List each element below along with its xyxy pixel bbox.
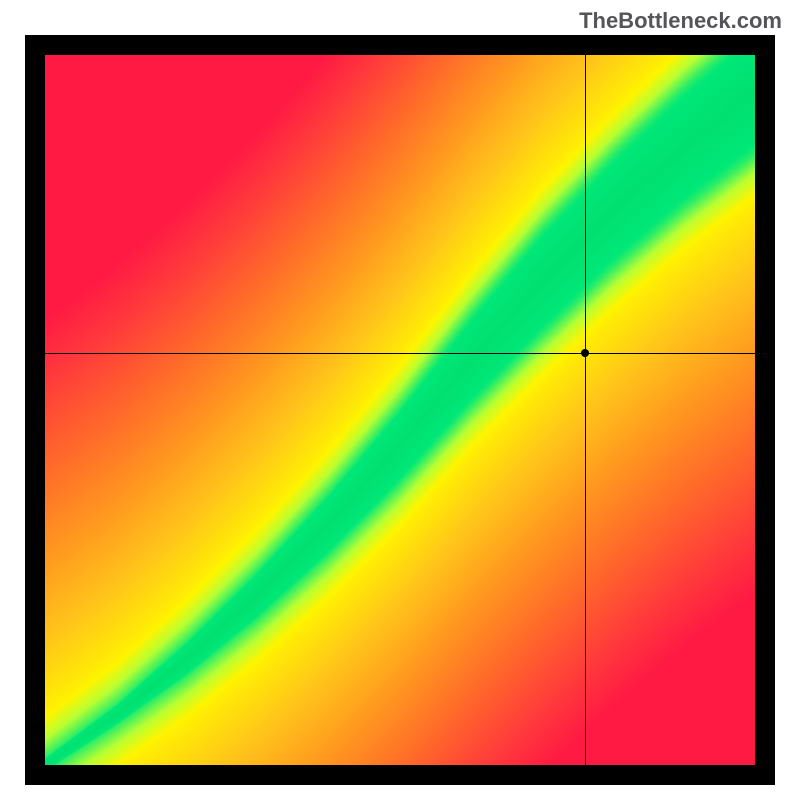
crosshair-dot xyxy=(581,349,589,357)
heatmap-plot xyxy=(45,55,755,765)
chart-container: TheBottleneck.com xyxy=(0,0,800,800)
crosshair-vertical xyxy=(585,55,586,765)
heatmap-canvas xyxy=(45,55,755,765)
crosshair-horizontal xyxy=(45,353,755,354)
chart-frame xyxy=(25,35,775,785)
watermark-text: TheBottleneck.com xyxy=(579,8,782,34)
